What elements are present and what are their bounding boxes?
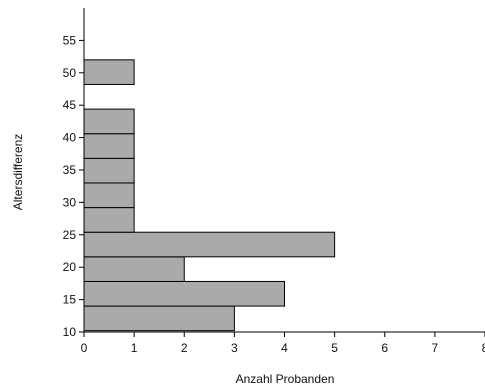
- y-tick-label: 50: [63, 66, 77, 80]
- y-tick-label: 40: [63, 131, 77, 145]
- y-tick-label: 45: [63, 98, 77, 112]
- y-tick-label: 55: [63, 33, 77, 47]
- y-tick-label: 10: [63, 325, 77, 339]
- x-tick-label: 3: [231, 341, 238, 355]
- y-tick-label: 30: [63, 195, 77, 209]
- x-tick-label: 1: [131, 341, 138, 355]
- histogram-bar: [83, 256, 185, 282]
- x-axis-ticks: 0 1 2 3 4 5 6 7 8: [81, 332, 485, 355]
- x-axis-title: Anzahl Probanden: [236, 372, 335, 386]
- histogram-bar: [83, 108, 135, 135]
- x-tick-label: 0: [81, 341, 88, 355]
- histogram-bar: [83, 280, 285, 307]
- histogram-bar: [83, 133, 135, 159]
- x-tick-label: 7: [432, 341, 439, 355]
- x-tick-label: 6: [381, 341, 388, 355]
- x-tick-label: 2: [181, 341, 188, 355]
- bars-layer: [83, 59, 336, 332]
- histogram-bar: [83, 231, 336, 258]
- y-tick-label: 15: [63, 293, 77, 307]
- x-tick-label: 8: [482, 341, 485, 355]
- y-axis-ticks: 10 15 20 25 30 35 40 45 50 55: [63, 33, 84, 339]
- histogram-bar: [83, 182, 135, 209]
- x-tick-label: 4: [281, 341, 288, 355]
- histogram-bar: [83, 305, 235, 332]
- y-axis-title: Altersdifferenz: [11, 134, 25, 210]
- histogram-bar: [83, 207, 135, 233]
- histogram-bar: [83, 59, 135, 85]
- histogram-bar: [83, 157, 135, 184]
- y-tick-label: 25: [63, 228, 77, 242]
- y-tick-label: 35: [63, 163, 77, 177]
- y-tick-label: 20: [63, 260, 77, 274]
- x-tick-label: 5: [331, 341, 338, 355]
